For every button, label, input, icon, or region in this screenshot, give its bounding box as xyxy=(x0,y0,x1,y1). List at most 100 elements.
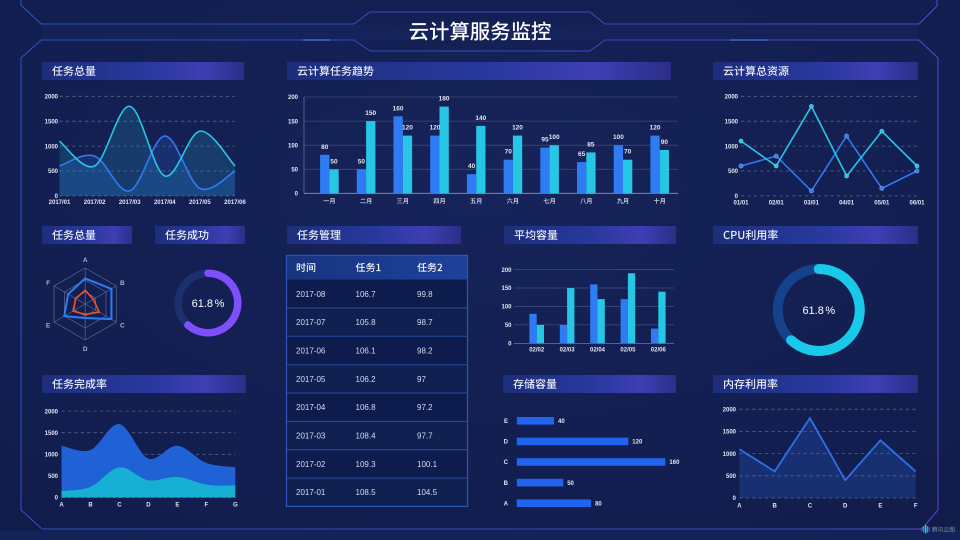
svg-text:106.8: 106.8 xyxy=(356,403,377,412)
svg-text:50: 50 xyxy=(567,481,574,487)
svg-text:500: 500 xyxy=(48,169,59,175)
svg-text:C: C xyxy=(504,460,509,466)
svg-text:109.3: 109.3 xyxy=(356,460,377,469)
svg-text:100: 100 xyxy=(549,134,560,141)
svg-text:160: 160 xyxy=(393,105,404,112)
svg-text:2017/04: 2017/04 xyxy=(154,200,176,206)
svg-text:B: B xyxy=(504,481,509,487)
svg-text:04/01: 04/01 xyxy=(839,201,855,207)
svg-text:80: 80 xyxy=(321,144,329,151)
svg-text:140: 140 xyxy=(475,115,486,122)
svg-text:90: 90 xyxy=(661,139,669,146)
svg-text:100: 100 xyxy=(501,305,512,311)
svg-text:2017-02: 2017-02 xyxy=(296,460,326,469)
svg-text:B: B xyxy=(773,504,778,510)
svg-text:0: 0 xyxy=(508,342,512,348)
svg-text:02/02: 02/02 xyxy=(529,348,545,354)
svg-text:40: 40 xyxy=(468,163,476,170)
svg-text:40: 40 xyxy=(558,419,565,425)
svg-text:C: C xyxy=(808,504,813,510)
svg-text:F: F xyxy=(914,504,918,510)
svg-text:A: A xyxy=(504,501,509,507)
svg-text:D: D xyxy=(146,503,151,509)
svg-text:200: 200 xyxy=(501,268,512,274)
svg-text:0: 0 xyxy=(735,194,739,200)
svg-text:2000: 2000 xyxy=(723,407,737,413)
svg-text:06/01: 06/01 xyxy=(909,201,925,207)
svg-text:D: D xyxy=(843,504,848,510)
svg-text:C: C xyxy=(117,503,122,509)
svg-text:50: 50 xyxy=(505,323,512,329)
svg-text:2017/06: 2017/06 xyxy=(224,200,246,206)
svg-text:500: 500 xyxy=(728,169,739,175)
svg-text:F: F xyxy=(46,280,50,287)
svg-text:1000: 1000 xyxy=(45,144,59,150)
svg-text:02/01: 02/01 xyxy=(769,201,785,207)
svg-text:05/01: 05/01 xyxy=(874,201,890,207)
svg-text:100: 100 xyxy=(613,134,624,141)
svg-text:106.2: 106.2 xyxy=(356,375,377,384)
svg-text:1500: 1500 xyxy=(45,119,59,125)
svg-text:104.5: 104.5 xyxy=(417,488,438,497)
svg-text:2000: 2000 xyxy=(45,409,59,415)
svg-text:108.4: 108.4 xyxy=(356,432,377,441)
svg-text:2017/03: 2017/03 xyxy=(119,200,141,206)
svg-text:99.8: 99.8 xyxy=(417,290,433,299)
svg-text:2000: 2000 xyxy=(725,95,739,101)
svg-text:1000: 1000 xyxy=(725,144,739,150)
svg-text:03/01: 03/01 xyxy=(804,201,820,207)
svg-text:98.2: 98.2 xyxy=(417,347,433,356)
svg-text:D: D xyxy=(83,346,88,353)
svg-text:95: 95 xyxy=(541,137,549,144)
svg-text:120: 120 xyxy=(512,125,523,132)
svg-text:120: 120 xyxy=(429,125,440,132)
svg-text:1000: 1000 xyxy=(45,453,59,459)
svg-text:1500: 1500 xyxy=(723,430,737,436)
svg-text:2017-04: 2017-04 xyxy=(296,403,326,412)
svg-text:70: 70 xyxy=(505,149,513,156)
svg-text:70: 70 xyxy=(624,149,632,156)
svg-text:108.5: 108.5 xyxy=(356,488,377,497)
svg-text:2000: 2000 xyxy=(45,95,59,101)
svg-text:100.1: 100.1 xyxy=(417,460,438,469)
svg-text:120: 120 xyxy=(402,125,413,132)
svg-text:2017-03: 2017-03 xyxy=(296,432,326,441)
svg-text:E: E xyxy=(175,503,179,509)
svg-text:G: G xyxy=(233,503,238,509)
svg-text:106.7: 106.7 xyxy=(356,290,377,299)
svg-text:61.8%: 61.8% xyxy=(192,298,225,310)
svg-text:0: 0 xyxy=(55,194,59,200)
svg-text:1000: 1000 xyxy=(723,452,737,458)
svg-text:97.7: 97.7 xyxy=(417,432,433,441)
svg-text:150: 150 xyxy=(501,286,512,292)
svg-text:01/01: 01/01 xyxy=(733,201,749,207)
svg-text:02/06: 02/06 xyxy=(651,348,667,354)
svg-text:B: B xyxy=(120,280,125,287)
svg-text:A: A xyxy=(83,257,88,264)
svg-text:E: E xyxy=(878,504,882,510)
svg-text:0: 0 xyxy=(733,496,737,502)
svg-text:2017/05: 2017/05 xyxy=(189,200,211,206)
svg-text:A: A xyxy=(59,503,64,509)
svg-text:A: A xyxy=(737,504,742,510)
svg-text:65: 65 xyxy=(578,151,586,158)
svg-text:02/03: 02/03 xyxy=(560,348,576,354)
svg-text:150: 150 xyxy=(288,119,299,125)
svg-text:B: B xyxy=(88,503,93,509)
svg-text:80: 80 xyxy=(595,501,602,507)
svg-text:50: 50 xyxy=(358,158,366,165)
svg-text:2017-01: 2017-01 xyxy=(296,488,326,497)
svg-text:150: 150 xyxy=(365,110,376,117)
svg-text:200: 200 xyxy=(288,95,299,101)
svg-text:2017/02: 2017/02 xyxy=(84,200,106,206)
svg-text:100: 100 xyxy=(288,143,299,149)
svg-text:0: 0 xyxy=(55,496,59,502)
svg-text:120: 120 xyxy=(650,125,661,132)
svg-text:02/05: 02/05 xyxy=(620,348,636,354)
svg-text:97: 97 xyxy=(417,375,426,384)
svg-text:0: 0 xyxy=(295,192,299,198)
svg-text:85: 85 xyxy=(587,141,595,148)
svg-text:50: 50 xyxy=(291,168,298,174)
svg-text:C: C xyxy=(120,323,125,330)
svg-text:2017/01: 2017/01 xyxy=(49,200,71,206)
